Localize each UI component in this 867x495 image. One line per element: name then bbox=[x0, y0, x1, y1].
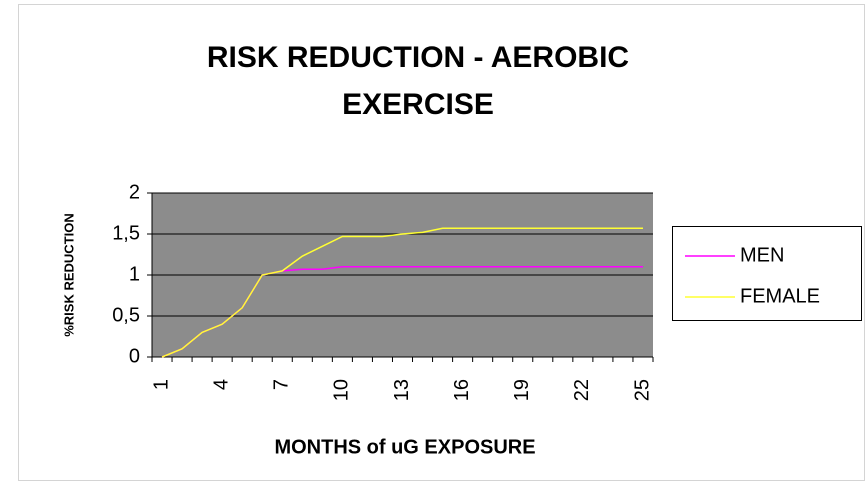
x-tick-label: 13 bbox=[391, 379, 413, 401]
y-tick-label: 0 bbox=[129, 345, 140, 367]
y-tick-label: 1,5 bbox=[112, 222, 140, 244]
x-tick-label: 4 bbox=[210, 379, 232, 390]
x-axis-label: MONTHS of uG EXPOSURE bbox=[274, 436, 535, 458]
x-tick-label: 16 bbox=[451, 379, 473, 401]
x-tick-label: 22 bbox=[571, 379, 593, 401]
x-tick-label: 7 bbox=[271, 379, 293, 390]
legend-label: FEMALE bbox=[740, 285, 820, 307]
x-tick-label: 25 bbox=[631, 379, 653, 401]
series-line bbox=[161, 227, 643, 358]
chart-title: RISK REDUCTION - AEROBIC EXERCISE bbox=[206, 41, 630, 121]
y-tick-label: 2 bbox=[129, 181, 140, 203]
x-tick-label: 19 bbox=[511, 379, 533, 401]
y-tick-label: 0,5 bbox=[112, 304, 140, 326]
x-tick-label: 10 bbox=[331, 379, 353, 401]
y-axis-label: %RISK REDUCTION bbox=[61, 213, 76, 337]
legend-label: MEN bbox=[740, 244, 784, 266]
x-tick-label: 1 bbox=[150, 379, 172, 390]
y-tick-label: 1 bbox=[129, 263, 140, 285]
legend bbox=[672, 226, 862, 321]
